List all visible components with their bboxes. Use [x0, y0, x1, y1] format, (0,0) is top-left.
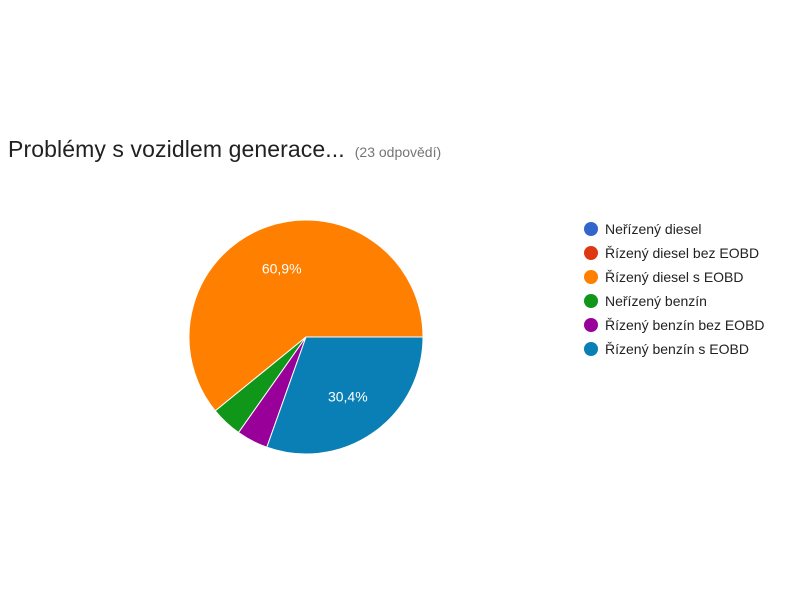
legend-label: Řízený benzín bez EOBD — [605, 317, 765, 333]
slice-label-2: 60,9% — [262, 261, 302, 277]
pie-slice-2[interactable] — [188, 219, 424, 412]
legend-swatch — [584, 246, 598, 260]
chart-legend: Neřízený diesel Řízený diesel bez EOBD Říz… — [584, 217, 765, 361]
legend-swatch — [584, 318, 598, 332]
response-count: (23 odpovědí) — [354, 144, 442, 160]
legend-swatch — [584, 222, 598, 236]
legend-item-5[interactable]: Řízený benzín s EOBD — [584, 337, 765, 361]
pie-slice-5[interactable] — [266, 336, 424, 455]
legend-label: Neřízený benzín — [605, 293, 707, 309]
chart-title: Problémy s vozidlem generace... — [8, 136, 345, 162]
legend-label: Řízený diesel bez EOBD — [605, 245, 760, 261]
legend-label: Neřízený diesel — [605, 221, 702, 237]
legend-item-1[interactable]: Řízený diesel bez EOBD — [584, 241, 765, 265]
legend-label: Řízený diesel s EOBD — [605, 269, 744, 285]
chart-header: Problémy s vozidlem generace... (23 odpov… — [8, 136, 441, 163]
legend-item-4[interactable]: Řízený benzín bez EOBD — [584, 313, 765, 337]
legend-label: Řízený benzín s EOBD — [605, 341, 749, 357]
legend-item-0[interactable]: Neřízený diesel — [584, 217, 765, 241]
slice-label-5: 30,4% — [328, 388, 368, 404]
legend-swatch — [584, 270, 598, 284]
legend-item-3[interactable]: Neřízený benzín — [584, 289, 765, 313]
legend-swatch — [584, 342, 598, 356]
legend-item-2[interactable]: Řízený diesel s EOBD — [584, 265, 765, 289]
legend-swatch — [584, 294, 598, 308]
